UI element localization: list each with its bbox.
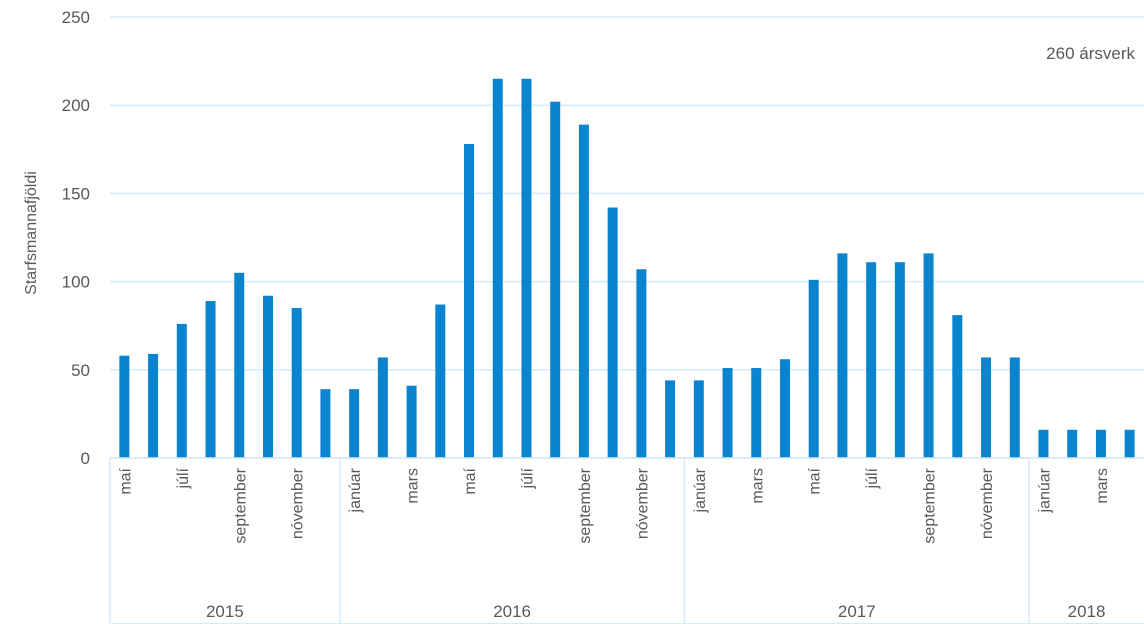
- y-tick-label: 250: [62, 8, 90, 27]
- year-label: 2015: [206, 602, 244, 621]
- category-axis: [109, 457, 1144, 624]
- bar: [550, 101, 561, 458]
- bar: [607, 207, 618, 458]
- x-tick-label: nóvember: [290, 467, 307, 539]
- bar: [1124, 429, 1135, 458]
- x-tick-label: maí: [117, 467, 134, 494]
- bar: [894, 262, 905, 458]
- x-tick-label: janúar: [347, 467, 364, 513]
- bar: [435, 304, 446, 458]
- y-tick-label: 100: [62, 273, 90, 292]
- bars: [119, 78, 1135, 459]
- bar: [866, 262, 877, 458]
- y-tick-label: 0: [81, 449, 90, 468]
- bar: [262, 295, 273, 458]
- bar: [492, 78, 503, 459]
- x-tick-label: september: [922, 467, 939, 543]
- bar: [234, 272, 245, 458]
- bar: [291, 308, 302, 458]
- bar: [665, 380, 676, 458]
- bar: [779, 359, 790, 458]
- y-tick-label: 200: [62, 96, 90, 115]
- bar: [981, 357, 992, 458]
- bar: [406, 385, 417, 458]
- x-tick-label: nóvember: [979, 467, 996, 539]
- bar: [148, 353, 159, 458]
- x-tick-label: september: [232, 467, 249, 543]
- x-tick-label: janúar: [692, 467, 709, 513]
- x-tick-label: mars: [1094, 468, 1111, 504]
- year-label: 2018: [1068, 602, 1106, 621]
- year-label: 2016: [493, 602, 531, 621]
- y-tick-label: 50: [71, 361, 90, 380]
- bar: [349, 389, 360, 458]
- x-tick-label: maí: [807, 467, 824, 494]
- bar: [808, 279, 819, 458]
- x-tick-label: nóvember: [634, 467, 651, 539]
- bar: [320, 389, 331, 458]
- annotation-label: 260 ársverk: [1046, 44, 1135, 63]
- year-labels: 2015 2016 2017 2018: [206, 602, 1105, 621]
- bar: [693, 380, 704, 458]
- x-tick-label: janúar: [1036, 467, 1053, 513]
- bar: [1009, 357, 1020, 458]
- x-tick-label: júlí: [519, 467, 536, 489]
- year-label: 2017: [838, 602, 876, 621]
- x-tick-label: maí: [462, 467, 479, 494]
- x-tick-label: mars: [405, 468, 422, 504]
- bar: [751, 368, 762, 458]
- bar: [837, 253, 848, 458]
- bar: [722, 368, 733, 458]
- x-tick-label: júlí: [175, 467, 192, 489]
- bar: [636, 269, 647, 458]
- bar: [1038, 429, 1049, 458]
- y-tick-label: 150: [62, 184, 90, 203]
- bar: [119, 355, 130, 458]
- bar: [923, 253, 934, 458]
- y-axis-label: Starfsmannafjöldi: [23, 171, 40, 295]
- bar: [464, 144, 475, 458]
- x-tick-label: september: [577, 467, 594, 543]
- category-labels: maí júlí september nóvember janúar mars maí júl…: [117, 467, 1111, 543]
- bar: [521, 78, 532, 459]
- x-tick-label: mars: [749, 468, 766, 504]
- bar: [176, 323, 187, 458]
- bar: [578, 124, 589, 458]
- y-axis-ticks: 0 50 100 150 200 250: [62, 8, 90, 468]
- x-tick-label: júlí: [864, 467, 881, 489]
- bar: [952, 315, 963, 458]
- bar: [1095, 429, 1106, 458]
- bar: [1067, 429, 1078, 458]
- bar: [205, 301, 216, 458]
- bar: [377, 357, 388, 458]
